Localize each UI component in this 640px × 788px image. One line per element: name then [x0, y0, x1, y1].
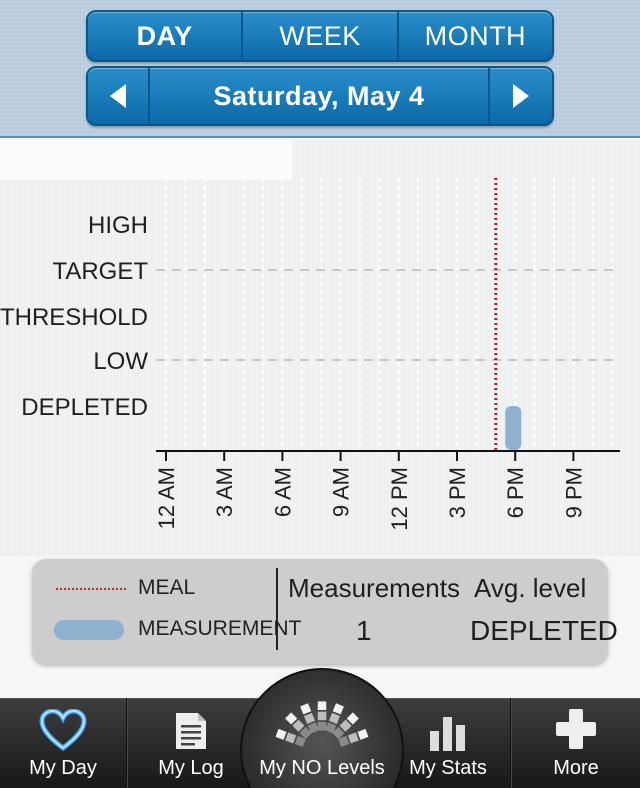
measurements-count: 1	[356, 615, 372, 646]
next-day-button[interactable]	[490, 68, 552, 124]
plus-icon	[556, 709, 596, 749]
chevron-right-icon	[513, 84, 529, 108]
segment-day[interactable]: DAY	[88, 12, 244, 60]
no-levels-gauge-icon	[275, 701, 369, 747]
current-date: Saturday, May 4	[150, 68, 490, 124]
meal-legend-label: MEAL	[138, 576, 196, 599]
bar-chart-icon	[430, 717, 465, 751]
tab-more[interactable]: More	[512, 698, 640, 788]
gauge-segment	[347, 732, 359, 744]
gauge-segment	[303, 712, 316, 724]
gauge-segment	[317, 701, 327, 710]
x-tick-label: 3 AM	[212, 467, 237, 517]
gauge-segment	[275, 728, 287, 740]
legend-divider	[276, 568, 278, 650]
gauge-segment	[346, 712, 359, 725]
gauge-segment	[285, 712, 298, 725]
heart-icon	[39, 709, 87, 751]
gauge-segment	[294, 735, 306, 747]
tab-my-day[interactable]: My Day	[0, 698, 126, 788]
tab-divider	[126, 698, 128, 788]
tab-my-no-levels-label: My NO Levels	[259, 757, 385, 779]
tab-my-stats-label: My Stats	[409, 757, 487, 779]
tab-my-stats[interactable]: My Stats	[386, 698, 510, 788]
x-tick-label: 3 PM	[445, 467, 470, 518]
date-navigator: Saturday, May 4	[86, 66, 554, 126]
gauge-segment	[292, 719, 305, 732]
tab-divider	[510, 698, 512, 788]
gauge-segment	[332, 703, 344, 715]
gauge-segment	[307, 722, 319, 734]
gauge-segment	[317, 711, 327, 721]
document-icon	[176, 713, 206, 749]
gauge-segment	[338, 735, 350, 747]
measurement-legend-label: MEASUREMENT	[138, 617, 302, 640]
previous-day-button[interactable]	[88, 68, 150, 124]
chevron-left-icon	[110, 84, 126, 108]
gauge-segment	[317, 721, 327, 731]
segment-month[interactable]: MONTH	[424, 20, 527, 51]
y-level-label: HIGH	[88, 212, 148, 239]
no-levels-chart: HIGH TARGET THRESHOLD LOW DEPLETED 12 AM 3 AM 6…	[0, 178, 620, 531]
legend-stats-panel	[32, 559, 608, 664]
measurement-bar	[505, 406, 522, 450]
gauge-segment	[285, 732, 297, 744]
measurement-legend-swatch	[54, 620, 124, 640]
tab-my-log[interactable]: My Log	[128, 698, 254, 788]
x-tick-label: 12 AM	[154, 467, 179, 529]
gauge-segment	[357, 728, 369, 740]
avg-level-value: DEPLETED	[470, 615, 618, 646]
gauge-segment	[328, 712, 341, 724]
x-tick-label: 9 PM	[561, 467, 586, 518]
y-level-label: LOW	[93, 348, 148, 375]
period-segmented-control: DAY WEEK MONTH	[86, 10, 554, 62]
chart-area	[0, 140, 640, 556]
x-tick-label: 6 PM	[503, 467, 528, 518]
y-level-label: THRESHOLD	[0, 304, 148, 331]
meal-legend-line	[56, 588, 126, 590]
gauge-segment	[300, 703, 312, 715]
x-tick-label: 6 AM	[270, 467, 295, 517]
chart-top-strip	[0, 140, 292, 180]
tab-my-day-label: My Day	[29, 757, 97, 779]
gauge-segment	[325, 722, 337, 734]
y-level-label: TARGET	[52, 258, 148, 285]
y-level-label: DEPLETED	[21, 394, 148, 421]
x-tick-label: 12 PM	[387, 467, 412, 531]
x-tick-label: 9 AM	[329, 467, 354, 517]
segment-week[interactable]: WEEK	[243, 12, 399, 60]
tab-my-log-label: My Log	[158, 757, 224, 779]
tab-my-no-levels[interactable]: My NO Levels	[244, 698, 400, 788]
avg-level-header: Avg. level	[474, 573, 587, 603]
gauge-segment	[339, 719, 352, 732]
measurements-header: Measurements	[288, 573, 460, 603]
tab-more-label: More	[553, 757, 599, 779]
